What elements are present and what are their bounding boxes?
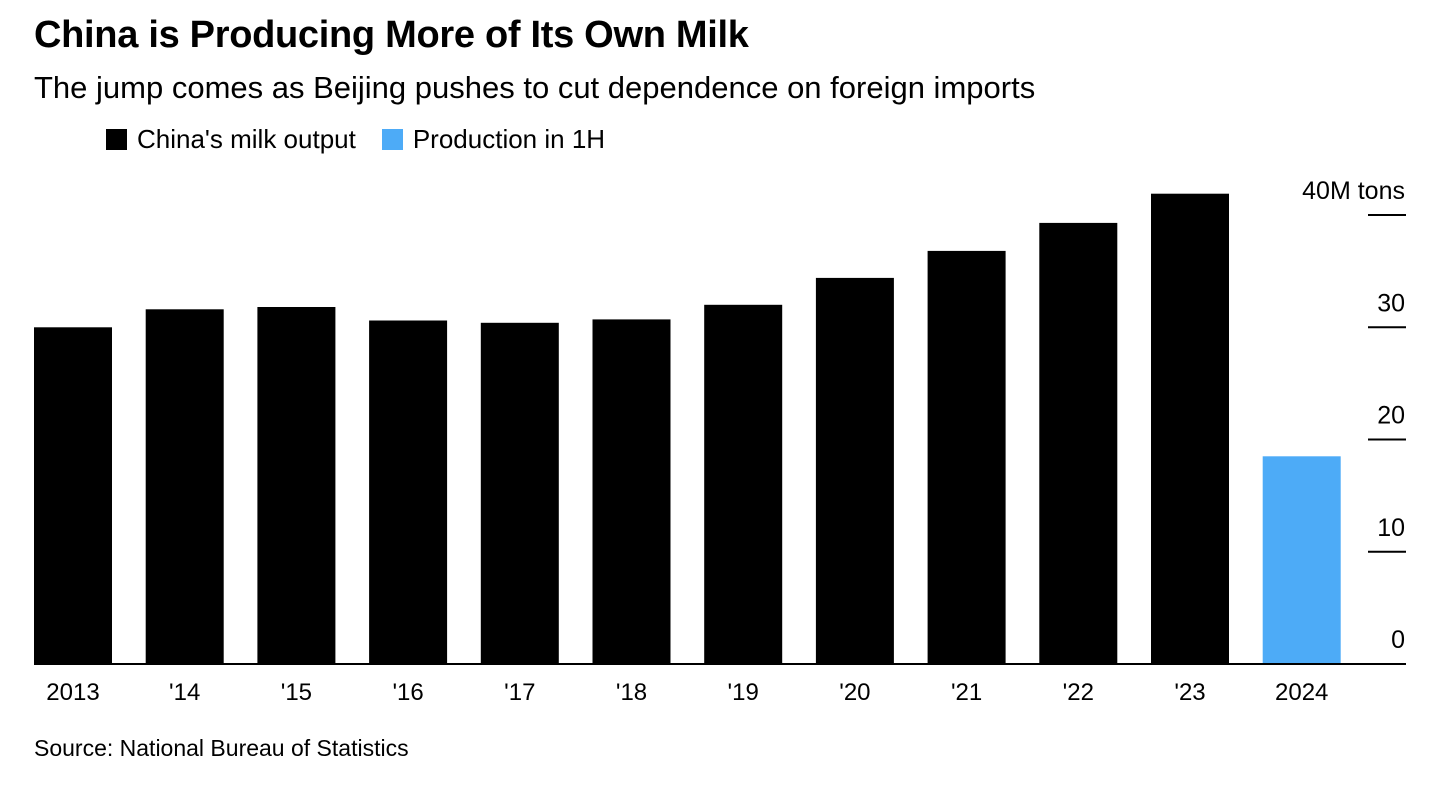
x-tick-label: '22 — [1063, 679, 1094, 706]
x-tick-label: '23 — [1174, 679, 1205, 706]
legend-label-milk-output: China's milk output — [137, 124, 356, 154]
bar-output-4 — [480, 322, 559, 664]
legend: China's milk output Production in 1H — [106, 124, 631, 155]
chart-title: China is Producing More of Its Own Milk — [34, 14, 749, 56]
legend-swatch-production-1h — [381, 129, 403, 150]
chart-subtitle: The jump comes as Beijing pushes to cut … — [34, 70, 1036, 105]
x-tick-label: '21 — [951, 679, 982, 706]
x-tick-label: '16 — [392, 679, 423, 706]
bar-output-3 — [369, 320, 448, 664]
bar-output-10 — [1151, 193, 1229, 664]
y-tick-label: 30 — [1377, 289, 1405, 317]
y-tick-label: 10 — [1377, 514, 1405, 542]
bar-output-6 — [704, 304, 783, 664]
bar-output-5 — [592, 319, 671, 664]
x-tick-label: '18 — [616, 679, 647, 706]
bar-h1-11 — [1262, 456, 1341, 664]
x-tick-label: '14 — [169, 679, 200, 706]
bar-output-7 — [815, 277, 894, 664]
bar-output-8 — [927, 250, 1006, 664]
x-tick-label: '20 — [839, 679, 870, 706]
x-tick-label: '19 — [728, 679, 759, 706]
legend-label-production-1h: Production in 1H — [412, 124, 606, 154]
bar-output-9 — [1039, 222, 1118, 664]
x-tick-label: '17 — [504, 679, 535, 706]
legend-item-milk-output: China's milk output — [106, 124, 356, 155]
legend-item-production-1h: Production in 1H — [381, 124, 606, 155]
x-tick-label: 2013 — [46, 679, 99, 706]
y-tick-label: 20 — [1377, 402, 1405, 430]
bar-output-1 — [145, 309, 224, 664]
source-note: Source: National Bureau of Statistics — [34, 735, 409, 761]
bar-output-2 — [257, 307, 336, 664]
x-tick-label: 2024 — [1275, 679, 1328, 706]
x-tick-label: '15 — [281, 679, 312, 706]
y-tick-label: 0 — [1391, 626, 1405, 654]
legend-swatch-milk-output — [106, 129, 127, 150]
bar-output-0 — [34, 327, 112, 665]
y-tick-label: 40M tons — [1302, 177, 1405, 205]
